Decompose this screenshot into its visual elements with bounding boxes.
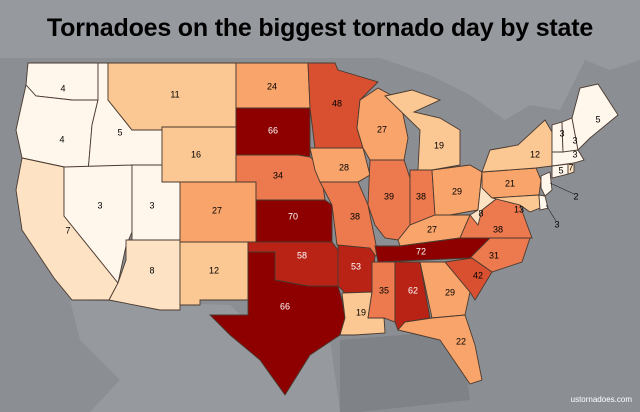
label-UT: 3 [149,200,154,210]
label-MT: 11 [170,89,179,99]
label-MD: 13 [514,204,524,214]
label-IA: 28 [339,162,349,172]
label-VT: 3 [559,128,564,138]
label-NC: 31 [489,250,499,260]
label-FL: 22 [456,336,466,346]
state-MI [384,89,461,171]
label-CT: 5 [558,165,563,175]
label-MN: 48 [332,98,342,108]
label-ND: 24 [267,81,277,91]
label-NH: 3 [572,135,577,145]
label-TX: 66 [280,301,290,311]
label-KS: 70 [288,211,298,221]
state-value-labels: 4 4 7 5 3 3 8 11 16 27 12 24 66 34 70 58… [59,81,600,346]
label-SD: 66 [268,125,278,135]
leader-lines [545,182,575,222]
label-GA: 29 [445,287,455,297]
label-ME: 5 [595,114,600,124]
map-title: Tornadoes on the biggest tornado day by … [46,14,594,42]
label-IN: 38 [416,191,426,201]
state-shapes [15,62,619,396]
label-NE: 34 [273,170,283,180]
leader-line-NJ [549,182,575,195]
label-OR: 4 [59,134,64,144]
label-OH: 29 [452,186,462,196]
label-RI: 7 [568,162,573,172]
state-MD [491,194,541,213]
source-credit: ustornadoes.com [570,395,632,404]
label-MI: 19 [434,140,444,150]
label-AZ: 8 [149,265,154,275]
state-WA [25,62,99,101]
label-WY: 16 [191,149,201,159]
label-KY: 27 [427,224,437,234]
label-NV: 3 [97,200,102,210]
label-ID: 5 [117,127,122,137]
label-VA: 38 [493,224,503,234]
label-LA: 19 [356,307,366,317]
ocean-gulf [340,330,470,412]
state-SC [444,257,493,301]
state-ME [571,83,619,151]
label-WI: 27 [377,124,387,134]
state-DE [538,194,549,211]
label-MO: 38 [350,211,360,221]
label-PA: 21 [505,178,515,188]
state-NY [481,119,553,173]
label-AL: 62 [408,285,418,295]
label-IL: 39 [384,191,394,201]
label-MA: 3 [572,149,577,159]
label-WV: 8 [478,208,483,218]
state-FL [397,314,483,385]
mexico-land [70,300,340,412]
state-GA [419,261,471,319]
label-CO: 27 [212,205,222,215]
label-AR: 53 [351,261,361,271]
label-DE: 3 [554,219,559,229]
state-KS [255,199,333,243]
label-TN: 72 [416,246,426,256]
label-MS: 35 [379,285,389,295]
label-NY: 12 [530,149,540,159]
label-NJ: 2 [573,191,578,201]
state-NJ [540,171,553,197]
label-OK: 58 [297,250,307,260]
label-WA: 4 [60,83,65,93]
label-CA: 7 [65,225,70,235]
canada-land [0,0,640,120]
label-SC: 42 [473,270,483,280]
label-NM: 12 [209,265,219,275]
leader-line-DE [545,204,557,222]
